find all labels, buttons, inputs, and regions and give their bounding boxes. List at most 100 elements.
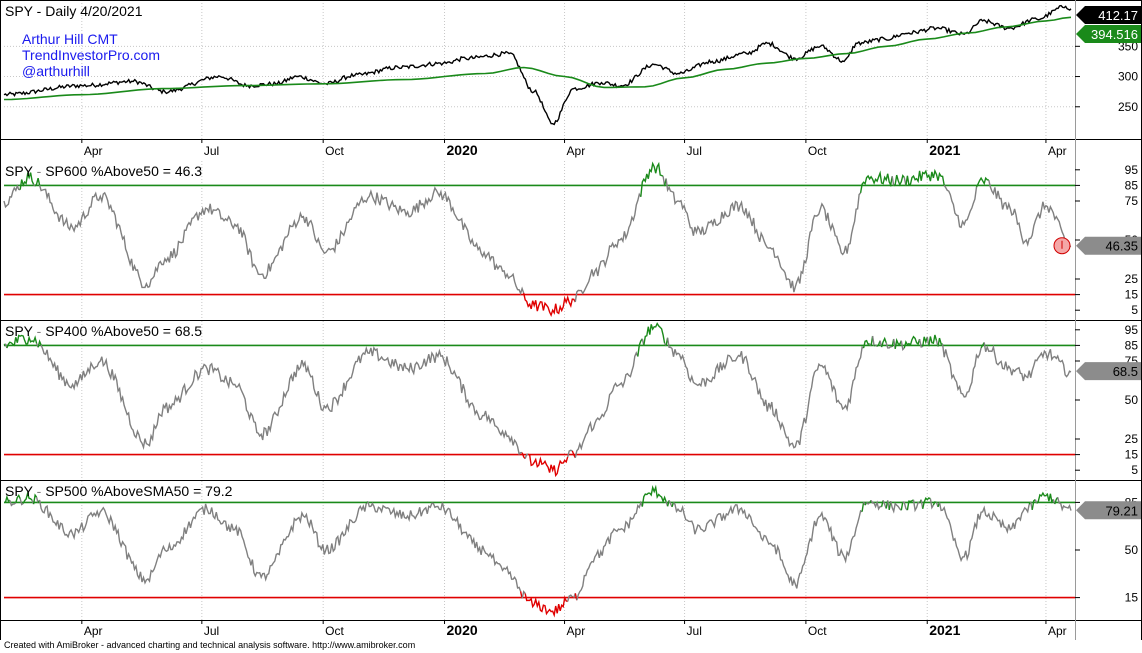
breadth-line: [666, 337, 864, 449]
y-tick-label: 95: [1125, 163, 1139, 177]
x-tick-label: Apr: [567, 144, 586, 158]
overbought-segment: [643, 322, 666, 346]
overbought-segment: [928, 334, 938, 347]
x-tick-label: Apr: [84, 624, 103, 638]
breadth-line: [524, 453, 529, 459]
overbought-segment: [37, 339, 42, 348]
breadth-line: [567, 449, 573, 458]
overbought-segment: [906, 499, 914, 511]
y-tick-label: 15: [1125, 591, 1139, 605]
overbought-segment: [876, 340, 881, 347]
last-value-label: 79.21: [1105, 503, 1138, 518]
x-tick-label: 2021: [929, 622, 960, 638]
overbought-segment: [1036, 491, 1054, 504]
breadth-line: [988, 180, 1072, 248]
y-tick-label: 25: [1125, 272, 1139, 286]
oversold-segment: [571, 450, 576, 459]
oversold-segment: [524, 593, 568, 618]
last-value-flag: [1076, 501, 1141, 520]
breadth-line: [665, 178, 862, 293]
overbought-segment: [975, 176, 990, 188]
x-tick-label: Jul: [204, 624, 219, 638]
x-tick-label: Oct: [808, 144, 827, 158]
overbought-segment: [880, 336, 887, 348]
breadth-line: [521, 590, 526, 599]
overbought-segment: [873, 344, 876, 347]
y-tick-label: 75: [1125, 194, 1139, 208]
breadth-line: [902, 501, 908, 511]
last-value-flag: [1076, 236, 1141, 255]
last-value-flag: [1076, 362, 1141, 381]
x-tick-label: Oct: [808, 624, 827, 638]
overbought-segment: [637, 338, 643, 357]
y-tick-label: 15: [1125, 288, 1139, 302]
breadth-line: [672, 501, 863, 589]
breadth-line: [943, 184, 978, 229]
breadth-line: [866, 501, 871, 505]
overbought-segment: [15, 493, 21, 503]
breadth-line: [983, 342, 1072, 382]
last-value-label: 412.17: [1098, 8, 1138, 23]
overbought-segment: [34, 178, 41, 187]
indicator-title: SPY - SP400 %Above50 = 68.5: [5, 323, 202, 339]
breadth-line: [929, 498, 935, 510]
breadth-line: [1057, 497, 1072, 512]
breadth-line: [367, 501, 522, 592]
y-tick-label: 50: [1125, 393, 1139, 407]
overbought-segment: [900, 501, 904, 511]
oversold-segment: [523, 292, 576, 317]
breadth-line: [9, 500, 17, 507]
y-tick-label: 300: [1118, 70, 1138, 84]
overbought-segment: [859, 170, 893, 194]
overbought-segment: [905, 168, 945, 186]
overbought-segment: [922, 336, 928, 347]
overbought-segment: [937, 337, 943, 347]
chart-title: SPY - Daily 4/20/2021: [5, 3, 143, 19]
last-value-label: 46.35: [1105, 239, 1138, 254]
last-value-flag: [1076, 25, 1141, 43]
overbought-segment: [922, 496, 931, 509]
breadth-line: [576, 500, 643, 601]
overbought-segment: [3, 494, 11, 504]
y-tick-label: 15: [1125, 448, 1139, 462]
breadth-line: [19, 498, 24, 506]
y-tick-label: 95: [1125, 323, 1139, 337]
indicator-title: SPY - SP500 %AboveSMA50 = 79.2: [5, 483, 233, 499]
oversold-segment: [527, 453, 569, 478]
breadth-line: [567, 594, 573, 602]
y-tick-label: 50: [1125, 543, 1139, 557]
overbought-segment: [32, 493, 38, 505]
overbought-segment: [640, 161, 664, 197]
breadth-line: [3, 184, 21, 209]
x-tick-label: Jul: [204, 144, 219, 158]
breadth-line: [900, 340, 905, 351]
breadth-line: [40, 344, 523, 456]
x-tick-label: Oct: [325, 144, 344, 158]
indicator-title: SPY - SP600 %Above50 = 46.3: [5, 163, 202, 179]
breadth-line: [574, 351, 639, 458]
y-tick-label: 85: [1125, 178, 1139, 192]
breadth-line: [668, 500, 673, 508]
x-tick-label: Oct: [325, 624, 344, 638]
y-tick-label: 5: [1131, 463, 1138, 477]
overbought-segment: [862, 339, 870, 349]
breadth-line: [941, 344, 982, 398]
breadth-line: [938, 502, 1030, 563]
x-tick-label: Apr: [84, 144, 103, 158]
breadth-line: [885, 342, 893, 349]
overbought-segment: [22, 490, 33, 504]
y-tick-label: 5: [1131, 303, 1138, 317]
last-value-flag: [1076, 6, 1141, 24]
footer-credit: Created with AmiBroker - advanced charti…: [4, 640, 416, 650]
breadth-line: [870, 500, 882, 511]
x-tick-label: Jul: [687, 624, 702, 638]
x-tick-label: 2020: [447, 142, 478, 158]
overbought-segment: [19, 171, 35, 190]
breadth-line: [882, 500, 887, 509]
y-tick-label: 25: [1125, 432, 1139, 446]
overbought-segment: [641, 484, 667, 507]
breadth-line: [912, 499, 920, 513]
x-tick-label: 2021: [929, 142, 960, 158]
overbought-segment: [894, 337, 902, 350]
